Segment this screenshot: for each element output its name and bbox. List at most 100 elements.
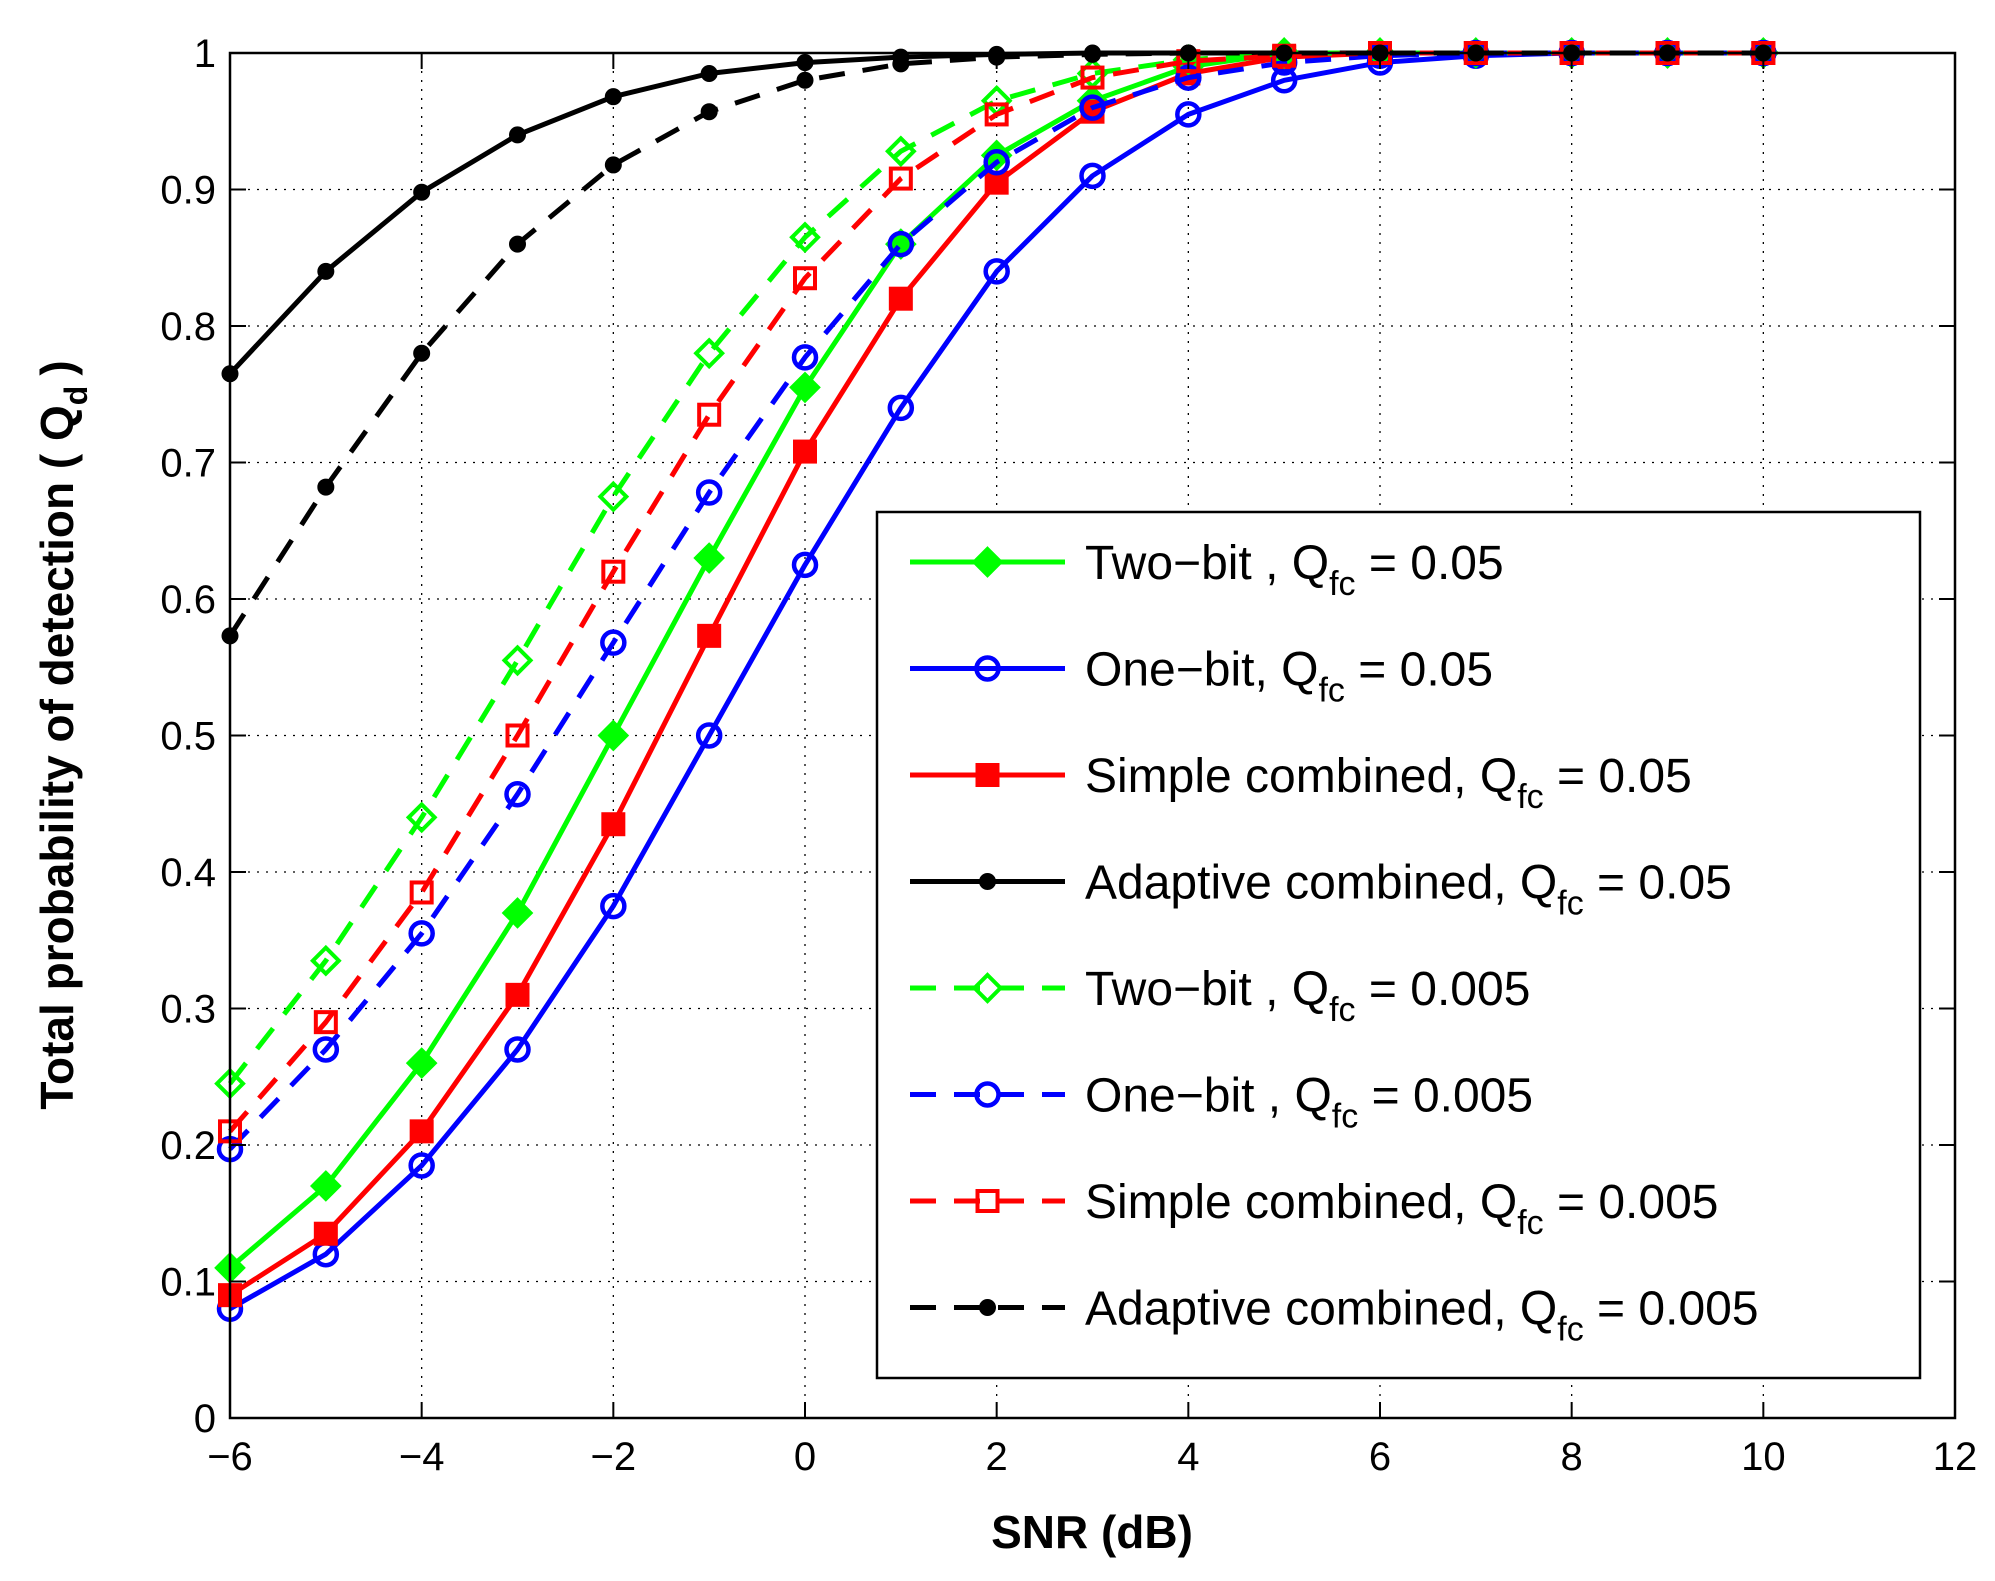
data-point: [983, 148, 1010, 176]
legend-marker: [979, 873, 996, 890]
data-point: [885, 135, 917, 168]
x-tick-label: 0: [794, 1435, 816, 1479]
data-point: [1079, 94, 1106, 121]
data-point: [317, 262, 335, 280]
data-point: [313, 1221, 338, 1246]
x-axis-label: SNR (dB): [991, 1506, 1193, 1558]
data-point: [310, 1170, 342, 1202]
y-axis-label: Total probability of detection ( Qd): [31, 360, 94, 1109]
data-point: [984, 170, 1009, 195]
data-point: [700, 64, 718, 82]
data-point: [409, 880, 434, 905]
data-point: [408, 920, 435, 947]
legend-label-sub: fc: [1329, 991, 1355, 1029]
data-point: [700, 103, 718, 121]
data-point: [980, 139, 1013, 172]
legend-item: Adaptive combined, Qfc = 0.05: [910, 857, 1732, 923]
data-point: [405, 1047, 438, 1079]
y-tick-label: 0.1: [160, 1261, 216, 1305]
ticks: [229, 52, 1956, 1419]
data-point: [1079, 162, 1106, 190]
legend-marker: [974, 655, 1001, 682]
data-point: [317, 478, 335, 496]
series-line: [228, 50, 1764, 1151]
legend-marker: [975, 763, 1000, 787]
y-tick-label: 0.5: [160, 715, 216, 759]
legend-label-value: = 0.005: [1358, 1070, 1533, 1123]
legend-label-value: = 0.005: [1356, 963, 1531, 1016]
y-tick-label: 0.4: [160, 851, 216, 895]
legend-item: Two−bit , Qfc = 0.05: [910, 537, 1504, 603]
data-point: [796, 71, 814, 89]
legend-label-value: = 0.005: [1584, 1283, 1759, 1336]
y-axis-label-close: ): [31, 360, 83, 375]
data-point: [597, 480, 630, 513]
data-point: [312, 1036, 340, 1063]
data-point: [1270, 67, 1298, 94]
legend-label-sub: fc: [1318, 672, 1344, 710]
x-tick-label: 4: [1177, 1435, 1199, 1479]
data-point: [1084, 45, 1101, 63]
data-point: [405, 801, 438, 834]
data-point: [413, 344, 431, 362]
y-axis-label-main: Total probability of detection ( Q: [31, 405, 83, 1109]
data-point: [600, 892, 627, 920]
data-point: [600, 629, 627, 656]
legend-label-main: Two−bit , Q: [1085, 963, 1329, 1016]
legend-item: Simple combined, Qfc = 0.05: [910, 750, 1692, 816]
legend-item: One−bit, Qfc = 0.05: [910, 644, 1493, 710]
data-point: [597, 719, 630, 752]
legend-label-sub: fc: [1517, 1204, 1543, 1242]
series-line: [228, 50, 1764, 1133]
y-tick-label: 0.7: [160, 442, 216, 486]
x-tick-label: −4: [399, 1435, 445, 1479]
x-tick-label: 10: [1741, 1435, 1786, 1479]
data-point: [601, 559, 626, 584]
data-point: [409, 1119, 434, 1144]
legend-label-value: = 0.005: [1544, 1176, 1719, 1229]
data-point: [791, 551, 819, 579]
legend-label-main: Simple combined, Q: [1085, 1176, 1517, 1229]
data-point: [695, 722, 723, 749]
data-point: [604, 88, 622, 106]
legend-label-value: = 0.05: [1345, 644, 1493, 697]
data-point: [505, 982, 530, 1007]
y-tick-label: 0.8: [160, 305, 216, 349]
data-point: [413, 183, 431, 201]
x-tick-label: −6: [207, 1435, 253, 1479]
x-tick-label: 12: [1933, 1435, 1978, 1479]
data-point: [509, 126, 526, 144]
legend-marker: [971, 972, 1004, 1004]
legend-label-value: = 0.05: [1544, 750, 1692, 803]
y-tick-label: 0.9: [160, 169, 216, 213]
legend-label: Adaptive combined, Qfc = 0.05: [1085, 857, 1732, 923]
legend-label-sub: fc: [1517, 778, 1543, 816]
legend-item: Two−bit , Qfc = 0.005: [910, 963, 1530, 1029]
legend-label-main: One−bit, Q: [1085, 644, 1318, 697]
legend-label: One−bit, Qfc = 0.05: [1085, 644, 1493, 710]
legend-item: Adaptive combined, Qfc = 0.005: [910, 1283, 1759, 1349]
data-point: [505, 723, 530, 748]
data-point: [509, 235, 526, 253]
legend-marker: [974, 1081, 1001, 1108]
legend-label: Simple combined, Qfc = 0.05: [1085, 750, 1692, 816]
data-point: [504, 780, 531, 808]
data-point: [887, 230, 915, 258]
legend-label: Simple combined, Qfc = 0.005: [1085, 1176, 1718, 1242]
data-point: [1175, 101, 1202, 128]
legend-marker: [975, 1189, 1000, 1213]
data-point: [888, 286, 913, 311]
data-point: [789, 221, 821, 254]
legend-label-main: Simple combined, Q: [1085, 750, 1517, 803]
legend-label-main: One−bit , Q: [1085, 1070, 1332, 1123]
legend-item: Simple combined, Qfc = 0.005: [910, 1176, 1718, 1242]
data-point: [888, 166, 913, 191]
data-point: [501, 644, 534, 677]
data-point: [695, 479, 723, 506]
legend-label: One−bit , Qfc = 0.005: [1085, 1070, 1533, 1136]
y-tick-label: 0: [194, 1397, 216, 1441]
data-point: [1080, 65, 1105, 90]
data-point: [892, 55, 910, 73]
y-tick-label: 0.2: [160, 1124, 216, 1168]
